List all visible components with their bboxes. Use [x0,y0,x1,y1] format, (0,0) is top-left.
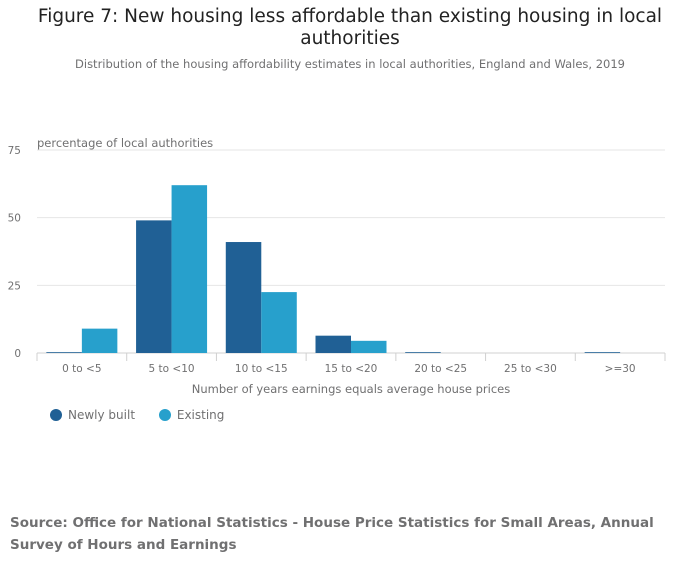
bar-newly-built[interactable] [136,220,172,353]
legend-label-newly-built: Newly built [68,408,136,422]
x-tick-label: 0 to <5 [62,363,101,375]
y-tick-label: 25 [8,280,21,292]
x-axis-label: Number of years earnings equals average … [192,382,511,396]
x-tick-label: 10 to <15 [235,363,288,375]
bars [46,185,621,353]
y-tick-label: 75 [8,145,21,157]
gridlines [37,149,665,354]
bar-existing[interactable] [261,292,297,353]
x-axis: 0 to <5 5 to <10 10 to <15 15 to <20 20 to <… [36,353,666,375]
x-tick-label: 5 to <10 [149,363,195,375]
legend-item-existing[interactable]: Existing [158,408,225,422]
x-tick-label: 25 to <30 [504,363,557,375]
bar-newly-built[interactable] [225,242,262,353]
legend-label-existing: Existing [176,408,225,422]
y-axis-ticks: 0 25 50 75 [8,145,21,360]
bar-newly-built[interactable] [405,352,441,353]
bar-newly-built[interactable] [584,352,621,353]
chart-title-line-2: authorities [300,28,400,49]
bar-existing[interactable] [351,340,387,353]
chart-subtitle: Distribution of the housing affordabilit… [75,57,625,71]
chart-title-line-1: Figure 7: New housing less affordable th… [37,6,663,27]
y-tick-label: 0 [14,348,21,360]
bar-newly-built[interactable] [46,352,82,353]
bar-existing[interactable] [171,185,208,353]
chart-title: Figure 7: New housing less affordable th… [0,6,700,50]
bar-newly-built[interactable] [315,335,352,353]
legend-item-newly-built[interactable]: Newly built [50,408,135,422]
x-tick-label: 15 to <20 [325,363,378,375]
legend: Newly built Existing [50,408,244,424]
y-axis-label: percentage of local authorities [37,136,213,150]
source-note: Source: Office for National Statistics -… [10,515,654,553]
legend-swatch-newly-built [50,409,62,421]
legend-swatch-existing [158,409,171,421]
y-tick-label: 50 [8,213,21,225]
x-tick-label: >=30 [605,363,636,375]
x-tick-label: 20 to <25 [414,363,467,375]
bar-existing[interactable] [81,328,118,353]
